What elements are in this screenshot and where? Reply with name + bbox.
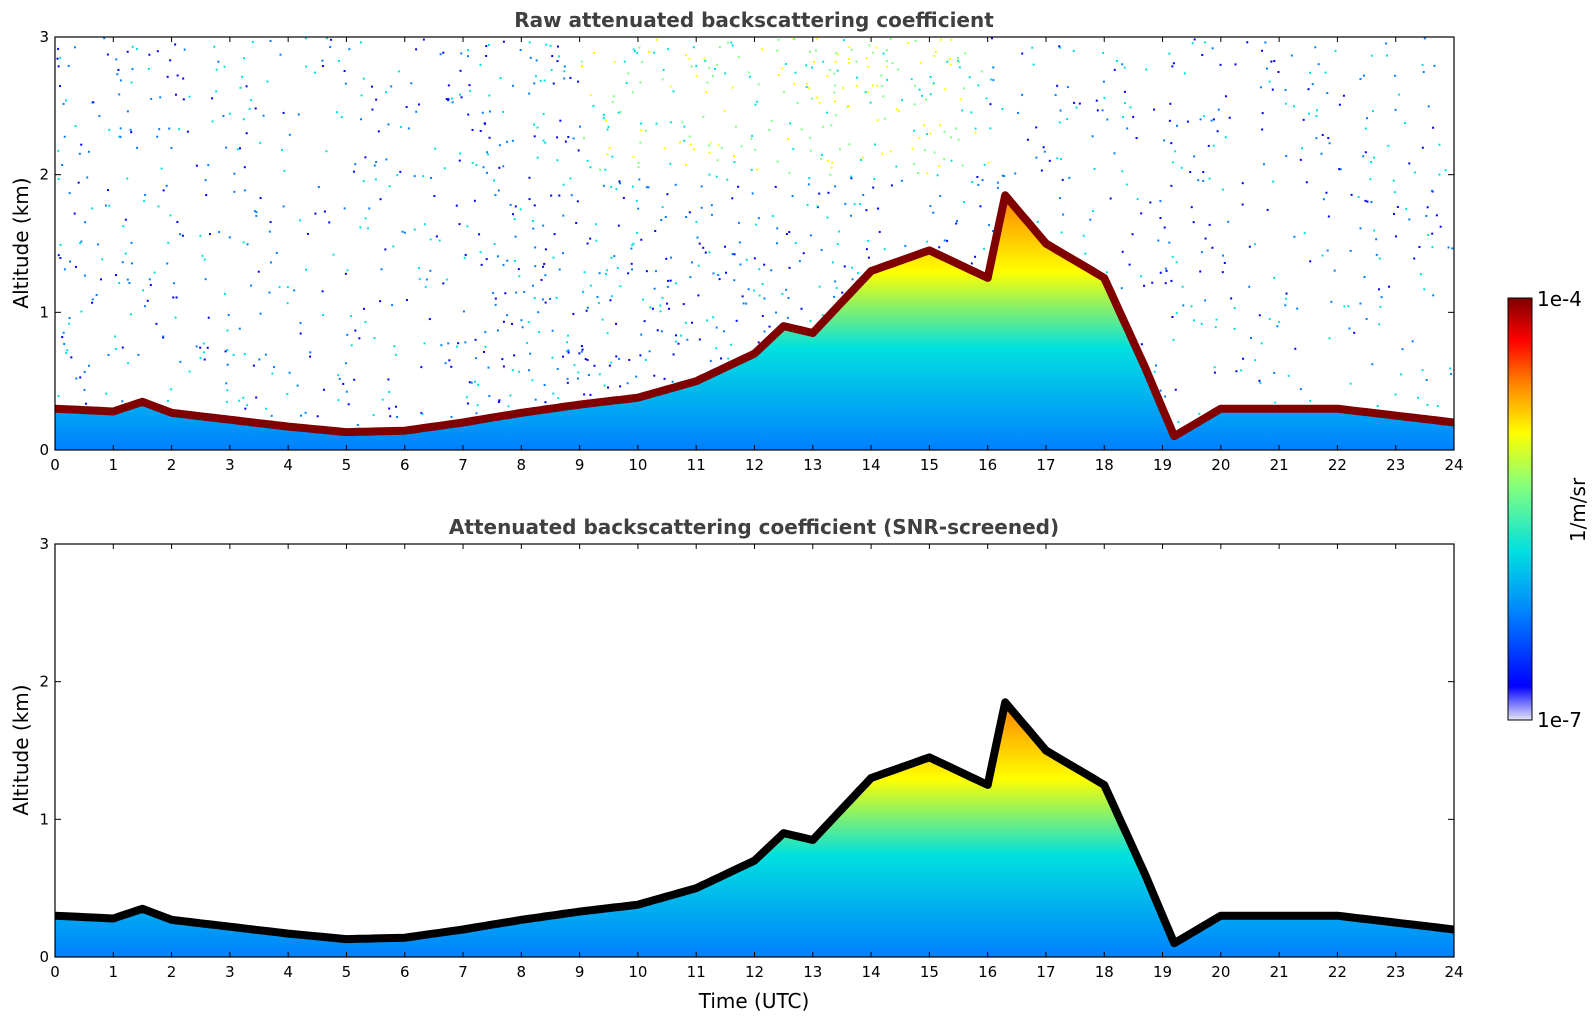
y-tick-label: 1 — [39, 810, 49, 828]
x-tick-label: 4 — [283, 456, 293, 474]
x-tick-label: 20 — [1211, 963, 1230, 981]
x-tick-label: 24 — [1444, 456, 1463, 474]
colorbar-max-label: 1e-4 — [1537, 287, 1582, 311]
x-tick-label: 1 — [109, 456, 119, 474]
x-tick-label: 17 — [1036, 963, 1055, 981]
colorbar-min-label: 1e-7 — [1537, 708, 1582, 732]
panel-raw-ylabel: Altitude (km) — [9, 177, 33, 308]
x-tick-label: 0 — [50, 963, 60, 981]
x-tick-label: 12 — [745, 963, 764, 981]
x-tick-label: 9 — [575, 963, 585, 981]
x-tick-label: 11 — [687, 963, 706, 981]
x-tick-label: 5 — [342, 963, 352, 981]
x-tick-label: 10 — [628, 963, 647, 981]
x-tick-label: 21 — [1270, 963, 1289, 981]
colorbar: 1e-4 1e-7 1/m/sr — [1507, 287, 1590, 732]
panel-raw-plot-area — [55, 37, 1454, 450]
x-tick-label: 20 — [1211, 456, 1230, 474]
panel-raw: Raw attenuated backscattering coefficien… — [9, 8, 1464, 474]
x-tick-label: 13 — [803, 456, 822, 474]
panel-raw-ticks: 0 1 2 3 4 5 6 7 8 9 10 11 12 13 14 15 16 17 18 19 20 21 22 23 24… — [39, 28, 1463, 474]
x-tick-label: 22 — [1328, 963, 1347, 981]
y-tick-label: 2 — [39, 673, 49, 691]
x-tick-label: 14 — [862, 963, 881, 981]
y-tick-label: 0 — [39, 948, 49, 966]
y-tick-label: 1 — [39, 303, 49, 321]
panel-screened-title: Attenuated backscattering coefficient (S… — [449, 515, 1059, 539]
y-tick-label: 2 — [39, 166, 49, 184]
panel-screened-xlabel: Time (UTC) — [698, 989, 810, 1013]
x-tick-label: 7 — [458, 963, 468, 981]
x-tick-label: 6 — [400, 963, 410, 981]
y-tick-label: 3 — [39, 535, 49, 553]
x-tick-label: 1 — [109, 963, 119, 981]
x-tick-label: 9 — [575, 456, 585, 474]
x-tick-label: 18 — [1095, 456, 1114, 474]
x-tick-label: 7 — [458, 456, 468, 474]
panel-screened: Attenuated backscattering coefficient (S… — [9, 515, 1464, 1013]
x-tick-label: 11 — [687, 456, 706, 474]
x-tick-label: 13 — [803, 963, 822, 981]
x-tick-label: 5 — [342, 456, 352, 474]
x-tick-label: 15 — [920, 963, 939, 981]
aerosol-layer-fill — [55, 195, 1454, 450]
x-tick-label: 17 — [1036, 456, 1055, 474]
y-tick-label: 0 — [39, 441, 49, 459]
x-tick-label: 23 — [1386, 963, 1405, 981]
x-tick-label: 16 — [978, 456, 997, 474]
panel-screened-ylabel: Altitude (km) — [9, 684, 33, 815]
x-tick-label: 8 — [517, 963, 527, 981]
x-tick-label: 3 — [225, 456, 235, 474]
x-tick-label: 15 — [920, 456, 939, 474]
panel-screened-ticks: 0 1 2 3 4 5 6 7 8 9 10 11 12 13 14 15 16 17 18 19 20 21 22 23 24… — [39, 535, 1463, 981]
x-tick-label: 2 — [167, 456, 177, 474]
x-tick-label: 0 — [50, 456, 60, 474]
aerosol-layer-fill — [55, 702, 1454, 957]
x-tick-label: 3 — [225, 963, 235, 981]
x-tick-label: 21 — [1270, 456, 1289, 474]
x-tick-label: 10 — [628, 456, 647, 474]
x-tick-label: 12 — [745, 456, 764, 474]
noise-speckle — [56, 37, 1454, 427]
colorbar-gradient — [1507, 297, 1533, 721]
x-tick-label: 16 — [978, 963, 997, 981]
colorbar-unit-label: 1/m/sr — [1566, 477, 1590, 542]
panel-screened-plot-area — [55, 698, 1454, 957]
x-tick-label: 19 — [1153, 456, 1172, 474]
boundary-layer-top-line — [55, 698, 1454, 948]
x-tick-label: 24 — [1444, 963, 1463, 981]
boundary-layer-top-line — [55, 191, 1454, 441]
x-tick-label: 4 — [283, 963, 293, 981]
x-tick-label: 18 — [1095, 963, 1114, 981]
x-tick-label: 23 — [1386, 456, 1405, 474]
y-tick-label: 3 — [39, 28, 49, 46]
x-tick-label: 6 — [400, 456, 410, 474]
x-tick-label: 14 — [862, 456, 881, 474]
panel-raw-title: Raw attenuated backscattering coefficien… — [514, 8, 994, 32]
x-tick-label: 22 — [1328, 456, 1347, 474]
x-tick-label: 8 — [517, 456, 527, 474]
x-tick-label: 19 — [1153, 963, 1172, 981]
x-tick-label: 2 — [167, 963, 177, 981]
